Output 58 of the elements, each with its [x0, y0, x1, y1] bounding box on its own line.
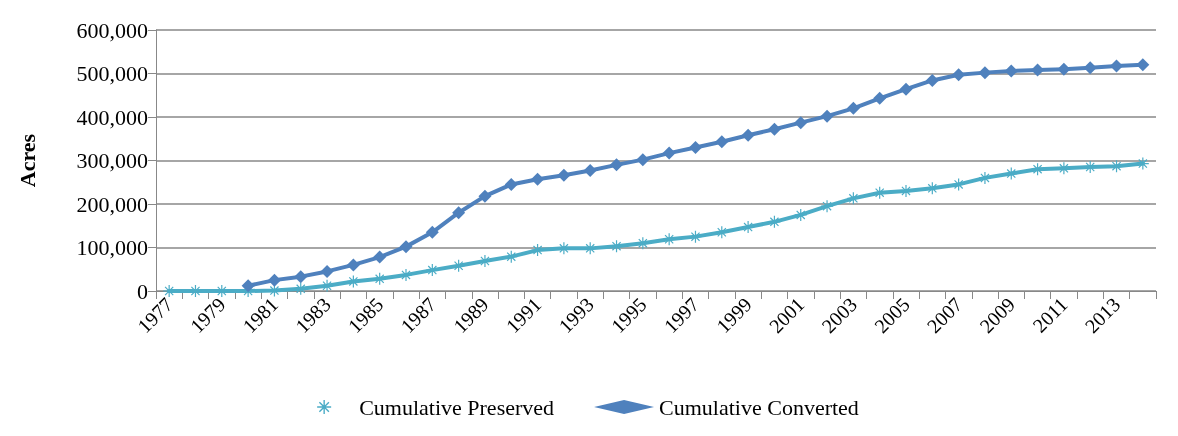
point	[978, 66, 992, 80]
point	[978, 171, 991, 184]
x-tick-label: 1993	[554, 293, 598, 338]
x-tick-label: 1991	[501, 293, 546, 338]
point	[794, 116, 808, 130]
point	[846, 101, 860, 115]
point	[952, 68, 966, 82]
point	[294, 270, 308, 284]
point	[636, 153, 650, 167]
point	[373, 250, 387, 264]
point	[241, 279, 255, 293]
y-tick-label: 600,000	[76, 17, 148, 43]
y-tick-label: 400,000	[76, 104, 148, 130]
point	[662, 146, 676, 160]
x-tick-label: 1989	[448, 293, 493, 338]
point	[741, 128, 755, 142]
point	[900, 184, 912, 197]
y-tick-label: 0	[137, 278, 148, 304]
x-tick-label: 1999	[712, 293, 756, 338]
point	[821, 200, 834, 213]
y-tick-label: 500,000	[76, 61, 148, 86]
point	[346, 258, 360, 272]
y-tick-label: 100,000	[76, 235, 148, 260]
point	[531, 172, 545, 186]
point	[899, 82, 913, 96]
y-axis-title: Acres	[14, 133, 40, 188]
point	[478, 189, 492, 203]
x-tick-label: 1983	[291, 293, 335, 338]
legend-label: Cumulative Preserved	[359, 394, 555, 420]
x-tick-label: 1979	[185, 293, 230, 338]
point	[504, 177, 518, 191]
point	[452, 206, 466, 220]
point	[425, 225, 439, 239]
x-tick-label: 2011	[1028, 293, 1072, 337]
point	[399, 240, 413, 254]
point	[267, 273, 281, 287]
point	[557, 168, 571, 182]
point	[1110, 59, 1124, 73]
legend-label: Cumulative Converted	[659, 394, 859, 420]
point	[873, 91, 887, 105]
point	[715, 135, 729, 149]
x-tick-label: 1981	[238, 293, 283, 338]
point	[1057, 62, 1071, 76]
point	[1004, 64, 1018, 78]
point	[320, 264, 334, 278]
y-tick-label: 200,000	[76, 191, 148, 217]
point	[1031, 63, 1045, 77]
point	[583, 164, 597, 178]
point	[610, 158, 624, 172]
point	[1083, 61, 1097, 75]
point	[321, 279, 334, 292]
point	[1136, 58, 1150, 72]
point	[767, 122, 781, 136]
y-tick-label: 300,000	[76, 148, 148, 173]
point	[925, 73, 939, 87]
point	[820, 109, 834, 123]
point	[688, 140, 702, 154]
point	[400, 268, 412, 281]
